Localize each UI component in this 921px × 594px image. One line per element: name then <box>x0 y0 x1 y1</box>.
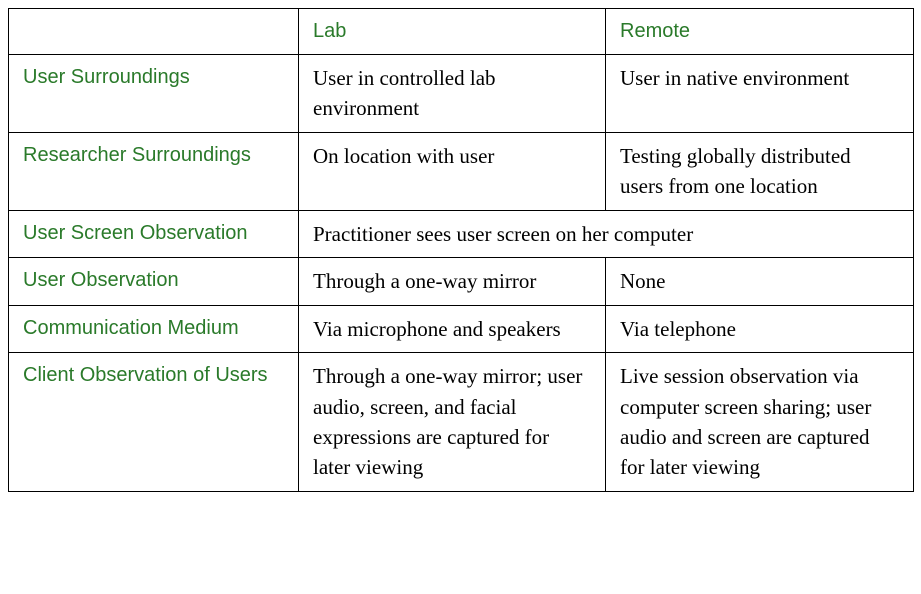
row-label: User Surroundings <box>9 55 299 133</box>
row-label: Researcher Surroundings <box>9 132 299 210</box>
cell-spanned: Practitioner sees user screen on her com… <box>299 210 914 257</box>
table-header-row: Lab Remote <box>9 9 914 55</box>
comparison-table: Lab Remote User Surroundings User in con… <box>8 8 914 492</box>
cell-lab: On location with user <box>299 132 606 210</box>
table-row: User Surroundings User in controlled lab… <box>9 55 914 133</box>
row-label: User Screen Observation <box>9 210 299 257</box>
header-lab: Lab <box>299 9 606 55</box>
cell-lab: Through a one-way mirror; user audio, sc… <box>299 353 606 492</box>
cell-lab: Via microphone and speakers <box>299 305 606 352</box>
cell-remote: User in native environment <box>606 55 914 133</box>
row-label: Client Observation of Users <box>9 353 299 492</box>
cell-remote: Via telephone <box>606 305 914 352</box>
header-remote: Remote <box>606 9 914 55</box>
table-row: Researcher Surroundings On location with… <box>9 132 914 210</box>
header-empty <box>9 9 299 55</box>
cell-lab: Through a one-way mirror <box>299 258 606 305</box>
table-row: Client Observation of Users Through a on… <box>9 353 914 492</box>
row-label: Communication Medium <box>9 305 299 352</box>
table-row: Communication Medium Via microphone and … <box>9 305 914 352</box>
cell-remote: None <box>606 258 914 305</box>
cell-lab: User in controlled lab environment <box>299 55 606 133</box>
cell-remote: Testing globally distributed users from … <box>606 132 914 210</box>
cell-remote: Live session observation via computer sc… <box>606 353 914 492</box>
table-row: User Screen Observation Practitioner see… <box>9 210 914 257</box>
table-body: Lab Remote User Surroundings User in con… <box>9 9 914 492</box>
row-label: User Observation <box>9 258 299 305</box>
table-row: User Observation Through a one-way mirro… <box>9 258 914 305</box>
